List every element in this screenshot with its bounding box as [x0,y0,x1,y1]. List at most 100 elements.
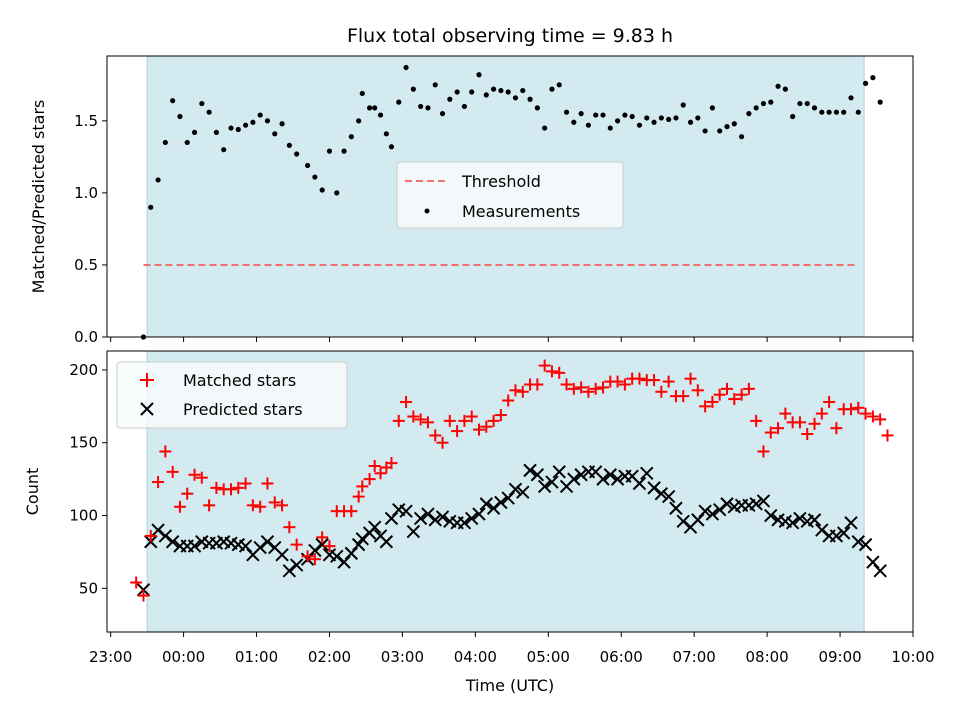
measurement-point [527,96,533,102]
matched-star-point [589,382,602,395]
legend-measurements-swatch [424,208,430,214]
measurement-points [140,64,883,340]
matched-star-point [502,394,515,407]
measurement-point [534,105,540,111]
measurement-point [593,112,599,118]
matched-star-point [414,413,427,426]
measurement-point [228,125,234,131]
x-tick-label: 06:00 [600,648,643,666]
measurement-point [819,109,825,115]
measurement-point [673,115,679,121]
predicted-star-point [508,482,523,497]
measurement-point [319,187,325,193]
matched-star-point [567,382,580,395]
predicted-star-point [413,511,428,526]
y-tick-label: 1.5 [74,112,98,130]
legend-predicted-label: Predicted stars [183,400,303,419]
predicted-star-point [815,523,829,537]
measurement-point [388,144,395,150]
measurement-point [341,148,347,154]
predicted-star-point [793,511,807,526]
predicted-star-point [344,546,359,561]
measurement-point [250,119,256,125]
top-x-ticks [110,337,914,342]
top-y-axis-label: Matched/Predicted stars [29,100,48,294]
x-tick-label: 09:00 [818,648,861,666]
matched-star-point [301,550,314,563]
predicted-star-point [516,485,530,499]
x-tick-label: 23:00 [89,648,132,666]
matched-star-point [830,422,843,435]
matched-star-point [225,483,237,496]
matched-star-point [721,382,733,395]
matched-star-point [494,409,507,422]
matched-star-point [246,499,259,512]
top-y-axis: 0.0 0.5 1.0 1.5 [74,112,107,346]
measurement-point [155,177,161,183]
predicted-star-point [873,564,887,578]
measurement-point [520,87,526,94]
predicted-star-point [367,520,382,534]
measurement-point [870,75,876,81]
predicted-star-point [523,463,537,478]
measurement-point [439,111,446,117]
bottom-legend: Matched stars Predicted stars [116,361,348,429]
measurement-point [760,100,767,107]
matched-star-point [443,414,456,427]
measurement-point [372,105,378,111]
predicted-star-point [866,555,880,569]
measurement-point [717,128,723,134]
measurement-point [177,113,183,120]
measurement-point [556,82,562,88]
matched-star-point [509,384,522,397]
matched-star-point [407,410,420,423]
predicted-star-point [406,524,421,539]
matched-star-point [356,480,369,493]
measurement-point [644,115,650,121]
measurement-point [549,86,555,92]
top-legend: Threshold Measurements [396,161,624,229]
measurement-point [356,118,362,124]
y-tick-label: 0.0 [74,328,98,346]
matched-star-point [374,467,387,480]
predicted-star-point [756,494,771,508]
measurement-point [221,147,227,153]
predicted-star-point [749,497,763,511]
predicted-star-point [807,513,822,527]
top-panel: 0.0 0.5 1.0 1.5 Matched/Predicted stars Thr… [29,55,914,346]
matched-star-point [159,445,172,458]
matched-star-point [429,429,442,442]
matched-star-point [345,505,358,518]
measurement-point [804,100,810,107]
matched-star-point [181,487,194,500]
matched-star-point [845,403,857,416]
predicted-star-point [698,504,712,518]
bottom-y-axis-label: Count [23,468,42,516]
predicted-star-point [494,495,508,510]
x-tick-label: 00:00 [162,648,205,666]
measurement-point [454,89,460,95]
measurement-point [855,109,861,115]
predicted-star-point [545,475,559,489]
matched-star-point [363,473,376,486]
measurement-point [651,119,657,125]
x-axis-label: Time (UTC) [465,676,554,695]
matched-star-point [793,416,806,429]
measurement-point [724,124,730,130]
predicted-star-point [661,489,676,504]
measurement-point [348,134,354,140]
measurement-point [797,100,803,107]
predicted-star-point [464,511,479,526]
x-tick-label: 07:00 [673,648,716,666]
x-tick-label: 01:00 [235,648,278,666]
matched-star-point [597,381,609,394]
x-tick-label: 05:00 [527,648,570,666]
predicted-star-point [610,472,625,486]
measurement-point [490,86,497,92]
measurement-point [768,99,774,105]
matched-star-point [323,540,336,553]
measurement-point [286,142,292,148]
matched-star-point [203,499,216,512]
measurement-point [326,148,333,154]
legend-predicted-swatch [140,402,154,416]
